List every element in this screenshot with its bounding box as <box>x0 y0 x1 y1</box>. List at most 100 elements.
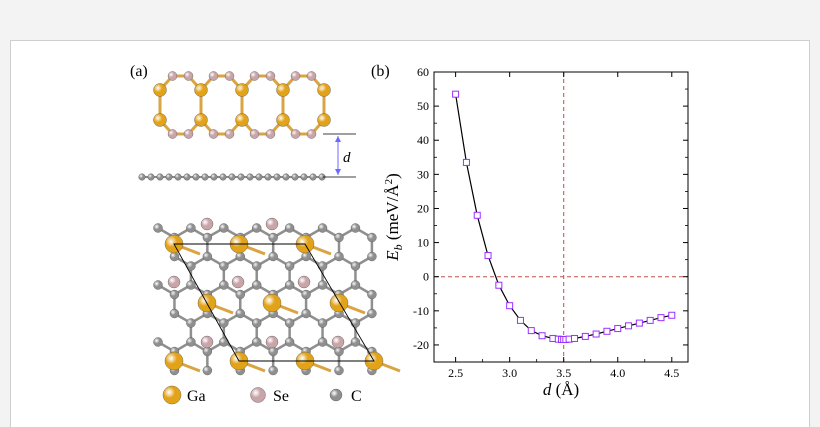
y-tick-label: 20 <box>417 201 429 215</box>
y-tick-label: 10 <box>417 236 429 250</box>
distance-marker: d <box>323 133 356 178</box>
c-atom <box>268 251 278 262</box>
c-atom <box>334 346 344 357</box>
c-atom <box>165 173 173 181</box>
c-atom <box>156 173 164 181</box>
c-atom <box>235 251 245 262</box>
c-atom <box>334 251 344 262</box>
c-atom <box>334 365 344 376</box>
c-atom <box>219 318 229 328</box>
c-atom <box>284 337 295 347</box>
se-atom <box>183 129 194 139</box>
y-tick-label: 30 <box>417 167 429 181</box>
ga-atom <box>317 83 331 97</box>
data-point <box>452 90 460 98</box>
data-point <box>635 319 643 327</box>
c-atom <box>147 173 155 181</box>
x-tick-label: 3.5 <box>556 366 571 380</box>
se-atom <box>183 71 194 81</box>
data-point <box>516 316 524 324</box>
c-atom <box>252 337 262 347</box>
x-tick-label: 4.0 <box>610 366 625 380</box>
ga-legend-icon <box>162 385 182 405</box>
c-atom <box>186 223 196 233</box>
c-atom <box>301 308 311 319</box>
se-legend-icon <box>250 387 266 403</box>
se-atom <box>167 275 181 289</box>
se-atom <box>331 335 345 349</box>
c-atom <box>202 251 213 262</box>
data-point <box>571 334 579 342</box>
se-atom <box>290 129 301 139</box>
atom-legend: Ga Se C <box>162 385 362 405</box>
c-atom <box>246 173 254 181</box>
c-atom <box>169 251 180 262</box>
c-atom <box>301 251 311 262</box>
c-atom <box>235 308 245 319</box>
c-atom <box>317 280 328 290</box>
c-atom <box>252 261 262 271</box>
c-atom <box>219 223 229 233</box>
c-atom <box>219 261 229 271</box>
data-point <box>657 314 665 322</box>
figure-svg: (a) (b) d Ga Se C 2.5 3.0 3.5 4.0 4.5 -20 -10 0 10… <box>130 63 689 405</box>
ga-atom <box>235 113 249 127</box>
y-tick-label: 40 <box>417 133 429 147</box>
y-tick-label: 0 <box>423 270 429 284</box>
c-atom <box>301 289 311 300</box>
c-atom <box>174 173 182 181</box>
c-atom <box>228 173 236 181</box>
legend-label-se: Se <box>273 388 289 405</box>
data-point <box>603 327 611 335</box>
c-atom <box>237 173 245 181</box>
se-atom <box>265 217 279 231</box>
panel-b-label: (b) <box>371 63 390 80</box>
top-view-structure <box>153 217 401 376</box>
se-atom <box>265 335 279 349</box>
data-point <box>625 322 633 330</box>
ga-atom <box>194 113 208 127</box>
se-atom <box>167 71 178 81</box>
y-axis-label: Eb (meV/Å2) <box>383 173 405 262</box>
c-atom <box>252 318 262 328</box>
se-atom <box>265 71 276 81</box>
data-point <box>495 281 503 289</box>
c-atom <box>367 232 377 243</box>
c-atom <box>169 289 180 300</box>
data-point <box>581 332 589 340</box>
c-atom <box>268 232 278 243</box>
data-point <box>527 327 535 335</box>
c-atom <box>282 173 290 181</box>
c-atom <box>202 232 213 243</box>
se-atom <box>306 71 317 81</box>
binding-energy-chart: 2.5 3.0 3.5 4.0 4.5 -20 -10 0 10 20 30 40 50 60 d (Å) E… <box>383 65 689 399</box>
data-point <box>614 325 622 333</box>
c-atom <box>268 346 278 357</box>
data-point <box>592 330 600 338</box>
y-tick-label: 60 <box>417 65 429 79</box>
c-atom <box>183 173 191 181</box>
c-atom <box>367 251 377 262</box>
distance-label: d <box>343 150 351 166</box>
c-atom <box>284 318 295 328</box>
c-atom <box>317 223 328 233</box>
x-tick-label: 2.5 <box>448 366 463 380</box>
data-point <box>506 302 514 310</box>
se-atom <box>200 217 214 231</box>
c-atom <box>309 173 317 181</box>
c-legend-icon <box>329 388 343 402</box>
ga-atom <box>235 83 249 97</box>
se-atom <box>249 129 260 139</box>
ga-atom <box>276 83 290 97</box>
c-atom <box>252 280 262 290</box>
c-atom <box>300 173 308 181</box>
y-tick-label: -10 <box>413 304 429 318</box>
ga-atom <box>317 113 331 127</box>
data-point <box>484 252 492 260</box>
c-atom <box>186 318 196 328</box>
ga-atom <box>329 293 349 313</box>
side-view-structure <box>138 71 331 181</box>
c-atom <box>317 337 328 347</box>
panel-a-label: (a) <box>130 63 148 80</box>
unit-cell <box>173 243 375 362</box>
